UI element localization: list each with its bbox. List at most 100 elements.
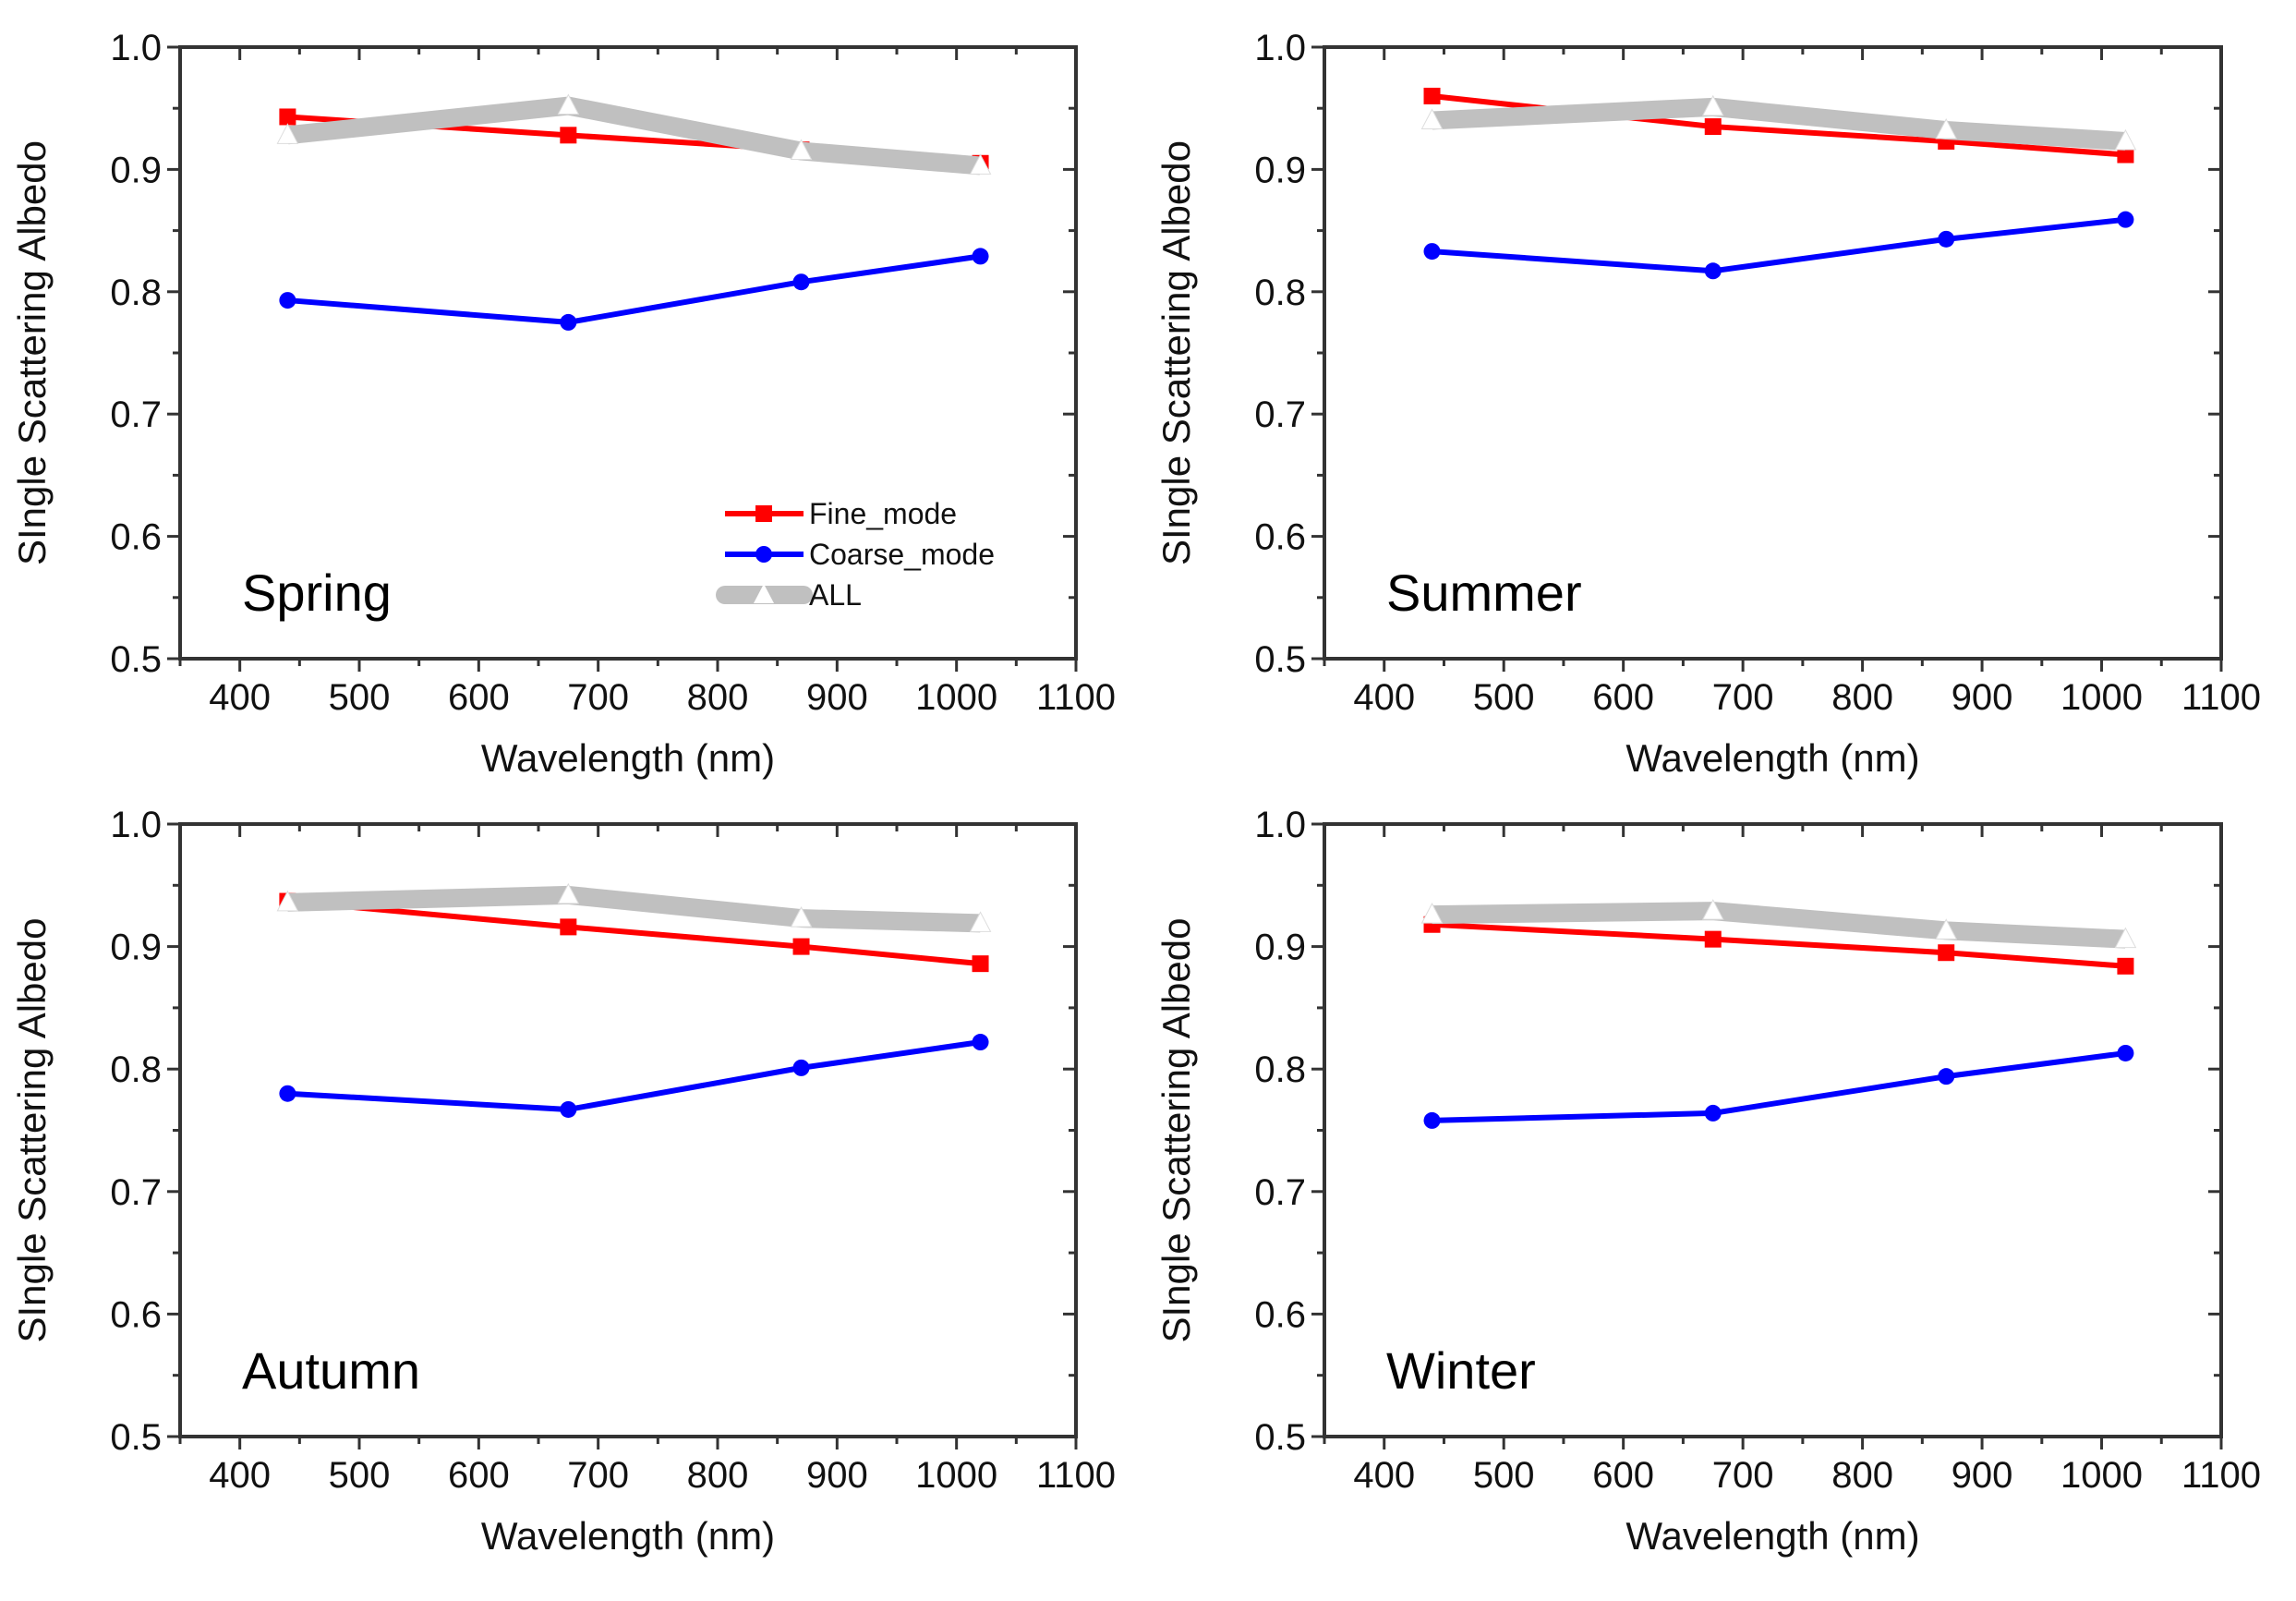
y-tick-label: 0.9: [110, 150, 162, 190]
x-tick-label: 1100: [1036, 677, 1116, 718]
legend-label: Coarse_mode: [809, 538, 995, 571]
y-tick-label: 1.0: [1254, 805, 1306, 845]
all-point: [1701, 94, 1724, 116]
series-line-coarse_mode: [1432, 216, 2126, 274]
fine-mode-point: [1938, 944, 1955, 962]
series-line-fine_mode: [1432, 921, 2126, 969]
coarse-mode-point: [1938, 1068, 1955, 1086]
fine-mode-point: [2117, 146, 2134, 164]
fine-mode-point: [792, 938, 810, 955]
y-tick-label: 0.6: [110, 1294, 162, 1335]
y-tick-label: 0.5: [1254, 639, 1306, 680]
y-tick-label: 0.6: [1254, 517, 1306, 558]
coarse-mode-point: [2117, 211, 2134, 228]
series-line-coarse_mode: [287, 1039, 981, 1112]
y-tick-label: 0.7: [1254, 394, 1306, 435]
series-line-all: [1432, 902, 2126, 949]
season-label: Winter: [1386, 1341, 1536, 1400]
y-tick-label: 0.8: [1254, 273, 1306, 313]
series-line-all: [1432, 97, 2127, 151]
x-tick-label: 400: [209, 677, 271, 718]
x-tick-label: 1100: [2181, 1455, 2261, 1496]
season-label: Autumn: [242, 1341, 420, 1400]
all-point: [790, 139, 813, 161]
all-point: [557, 93, 580, 115]
x-tick-label: 600: [448, 677, 510, 718]
legend-triangle-icon: [754, 584, 774, 603]
series-line-coarse_mode: [1432, 1049, 2126, 1123]
x-axis-label: Wavelength (nm): [481, 1514, 775, 1558]
coarse-mode-point: [560, 1100, 577, 1118]
coarse-mode-point: [2117, 1044, 2134, 1061]
coarse-mode-point: [972, 248, 989, 265]
fine-mode-point: [1423, 87, 1441, 104]
x-tick-label: 700: [567, 1455, 629, 1496]
panel-autumn: 400 500 600 700 800 900 1000 1100 0.5 0.6 0.7 0.8 0.…: [10, 805, 1116, 1558]
all-point: [2114, 128, 2137, 151]
y-tick-label: 0.5: [110, 1417, 162, 1458]
y-tick-label: 0.7: [110, 1172, 162, 1213]
coarse-mode-point: [1704, 1104, 1722, 1122]
series-line-all: [287, 885, 981, 933]
coarse-mode-point: [279, 1085, 296, 1102]
x-tick-label: 600: [448, 1455, 510, 1496]
all-point: [1420, 903, 1444, 924]
y-tick-label: 0.6: [1254, 1294, 1306, 1335]
coarse-mode-point: [972, 1034, 989, 1051]
fine-mode-point: [279, 108, 296, 126]
all-point: [276, 123, 299, 144]
y-tick-label: 0.9: [1254, 928, 1306, 968]
series-line-fine_mode: [287, 898, 981, 967]
x-tick-label: 900: [1952, 677, 2013, 718]
coarse-mode-point: [279, 292, 296, 309]
y-axis-label: SIngle Scattering Albedo: [10, 140, 54, 565]
y-tick-label: 0.5: [1254, 1417, 1306, 1458]
legend-label: ALL: [809, 578, 862, 612]
x-tick-label: 700: [567, 677, 629, 718]
y-tick-label: 1.0: [110, 805, 162, 845]
y-tick-label: 1.0: [110, 28, 162, 68]
y-tick-label: 0.5: [110, 639, 162, 680]
x-tick-label: 1000: [915, 677, 997, 718]
all-point: [1420, 108, 1444, 129]
coarse-mode-point: [792, 273, 810, 291]
y-axis-label: SIngle Scattering Albedo: [1154, 140, 1198, 565]
x-tick-label: 500: [1473, 677, 1535, 718]
fine-mode-point: [972, 955, 989, 973]
coarse-mode-point: [1938, 230, 1955, 248]
fine-mode-point: [2117, 957, 2134, 975]
legend: Fine_mode Coarse_mode ALL: [716, 497, 995, 612]
x-tick-label: 700: [1712, 1455, 1774, 1496]
x-tick-label: 900: [806, 677, 868, 718]
coarse-mode-point: [560, 313, 577, 331]
x-axis-label: Wavelength (nm): [481, 736, 775, 780]
x-tick-label: 1000: [915, 1455, 997, 1496]
x-tick-label: 600: [1592, 1455, 1654, 1496]
coarse-mode-point: [1704, 262, 1722, 280]
y-axis-label: SIngle Scattering Albedo: [1154, 918, 1198, 1343]
y-tick-label: 0.8: [110, 1049, 162, 1090]
panel-summer: 400 500 600 700 800 900 1000 1100 0.5 0.6 0.7 0.8 0.…: [1154, 28, 2261, 780]
all-point: [790, 906, 813, 928]
y-tick-label: 0.8: [110, 273, 162, 313]
coarse-mode-point: [1423, 243, 1441, 261]
fine-mode-point: [1704, 118, 1722, 136]
season-label: Summer: [1386, 564, 1582, 622]
panel-spring: 400 500 600 700 800 900 1000 1100 0.5 0.6 0.7 0.8 0.…: [10, 28, 1116, 780]
all-point: [1935, 918, 1958, 940]
x-tick-label: 500: [1473, 1455, 1535, 1496]
y-tick-label: 0.7: [1254, 1172, 1306, 1213]
fine-mode-point: [1704, 930, 1722, 948]
x-tick-label: 500: [329, 1455, 391, 1496]
y-tick-label: 0.6: [110, 517, 162, 558]
x-tick-label: 800: [687, 677, 749, 718]
all-point: [969, 911, 992, 932]
x-tick-label: 400: [1353, 677, 1415, 718]
all-point: [276, 890, 299, 912]
legend-label: Fine_mode: [809, 497, 957, 530]
legend-circle-icon: [755, 546, 772, 563]
y-tick-label: 1.0: [1254, 28, 1306, 68]
season-label: Spring: [242, 564, 392, 622]
fine-mode-point: [560, 127, 577, 144]
